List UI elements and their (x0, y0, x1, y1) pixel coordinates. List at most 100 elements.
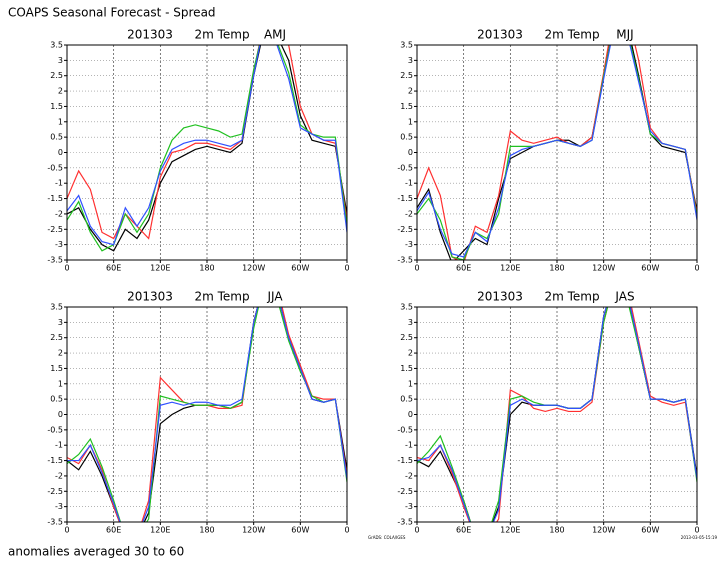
y-tick-label: -2 (55, 471, 63, 480)
y-tick-label: 2.5 (400, 333, 413, 342)
y-tick-label: 0 (58, 148, 63, 157)
y-tick-label: -2 (55, 209, 63, 218)
x-tick-label: 60W (641, 526, 659, 535)
x-tick-label: 120E (500, 526, 520, 535)
x-tick-label: 0 (694, 264, 699, 273)
x-tick-label: 0 (64, 526, 69, 535)
panel-variable: 2m Temp (544, 28, 599, 42)
series-line (417, 307, 697, 522)
y-tick-label: 3 (408, 318, 413, 327)
y-tick-label: -0.5 (47, 163, 63, 172)
lines (417, 45, 697, 260)
y-tick-label: 0 (58, 410, 63, 419)
y-tick-label: 2.5 (50, 71, 63, 80)
panel-season: JJA (266, 290, 283, 304)
y-tick-label: -2 (405, 209, 413, 218)
lines (417, 307, 697, 522)
y-tick-label: 3 (408, 56, 413, 65)
plot-frame (416, 306, 698, 523)
x-tick-label: 180 (549, 264, 564, 273)
plot-frame (416, 44, 698, 261)
y-tick-label: -3.5 (47, 256, 63, 265)
panel-season: AMJ (264, 28, 286, 42)
y-tick-label: -1 (55, 441, 63, 450)
series-line (67, 45, 347, 246)
panel-date: 201303 (477, 28, 523, 42)
series-line (417, 45, 697, 260)
x-tick-label: 60W (641, 264, 659, 273)
series-line (67, 45, 347, 252)
y-tick-label: -1 (55, 179, 63, 188)
y-tick-label: 1.5 (50, 102, 63, 111)
y-tick-label: -3 (55, 240, 63, 249)
panel-variable: 2m Temp (194, 28, 249, 42)
y-tick-label: 3.5 (50, 41, 63, 50)
x-tick-label: 120W (242, 264, 265, 273)
y-tick-label: -1.5 (397, 456, 413, 465)
x-tick-label: 180 (199, 264, 214, 273)
y-tick-label: -1.5 (47, 194, 63, 203)
y-tick-label: -2.5 (397, 487, 413, 496)
y-tick-label: 0.5 (400, 133, 413, 142)
panel-variable: 2m Temp (544, 290, 599, 304)
y-tick-label: 1 (408, 379, 413, 388)
x-tick-label: 120W (592, 526, 615, 535)
series-line (417, 307, 697, 522)
y-tick-label: -1.5 (47, 456, 63, 465)
y-tick-label: -0.5 (47, 425, 63, 434)
y-tick-label: 3.5 (400, 41, 413, 50)
x-tick-label: 0 (414, 264, 419, 273)
x-tick-label: 120E (150, 264, 170, 273)
panel: 201303 2m Temp AMJ -3.5 -3 -2.5 -2 -1.5 -1 -0.5 0 0… (47, 28, 349, 273)
y-tick-label: 3.5 (50, 303, 63, 312)
x-tick-label: 120E (500, 264, 520, 273)
y-tick-label: 1.5 (400, 364, 413, 373)
y-tick-label: -3 (405, 240, 413, 249)
x-tick-label: 0 (64, 264, 69, 273)
y-tick-label: 1 (58, 379, 63, 388)
x-tick-label: 60E (106, 264, 121, 273)
x-tick-label: 180 (199, 526, 214, 535)
panel-season: MJJ (616, 28, 633, 42)
y-tick-label: -3.5 (397, 518, 413, 527)
series-line (67, 45, 347, 240)
y-tick-label: 3 (58, 318, 63, 327)
y-tick-label: -2 (405, 471, 413, 480)
x-tick-label: 60E (456, 526, 471, 535)
x-tick-label: 60E (456, 264, 471, 273)
timestamp: 2013-03-05-15:19 (681, 535, 718, 540)
y-tick-label: 2 (58, 87, 63, 96)
y-tick-label: 3 (58, 56, 63, 65)
panel: 201303 2m Temp JJA -3.5 -3 -2.5 -2 -1.5 -1 -0.5 0 0… (47, 290, 349, 535)
y-tick-label: -0.5 (397, 425, 413, 434)
y-tick-label: -1 (405, 441, 413, 450)
x-tick-label: 60W (291, 526, 309, 535)
x-tick-label: 120E (150, 526, 170, 535)
y-tick-label: -0.5 (397, 163, 413, 172)
series-line (417, 45, 697, 258)
x-tick-label: 0 (344, 264, 349, 273)
x-tick-label: 0 (414, 526, 419, 535)
x-tick-label: 120W (592, 264, 615, 273)
y-tick-label: -1 (405, 179, 413, 188)
y-tick-label: 2 (408, 349, 413, 358)
lines (67, 307, 347, 522)
y-tick-label: 2 (58, 349, 63, 358)
y-tick-label: -3.5 (397, 256, 413, 265)
panel-date: 201303 (127, 28, 173, 42)
x-tick-label: 0 (344, 526, 349, 535)
y-tick-label: -3 (55, 502, 63, 511)
lines (67, 45, 347, 252)
panel-date: 201303 (127, 290, 173, 304)
y-tick-label: 1 (58, 117, 63, 126)
panel-variable: 2m Temp (194, 290, 249, 304)
plot-frame (66, 44, 348, 261)
y-tick-label: 2 (408, 87, 413, 96)
x-tick-label: 60E (106, 526, 121, 535)
y-tick-label: 3.5 (400, 303, 413, 312)
y-tick-label: 0.5 (50, 395, 63, 404)
y-tick-label: -2.5 (397, 225, 413, 234)
y-tick-label: 2.5 (400, 71, 413, 80)
series-line (67, 307, 347, 522)
y-tick-label: -3.5 (47, 518, 63, 527)
